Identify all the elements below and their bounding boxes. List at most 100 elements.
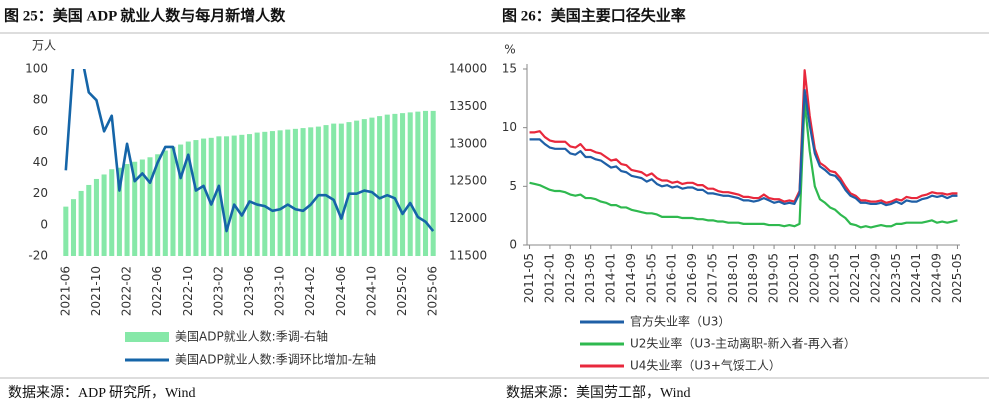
bar	[269, 131, 275, 256]
bar	[132, 161, 138, 256]
line	[529, 69, 958, 204]
bar	[254, 132, 260, 256]
legend-label: 美国ADP就业人数:季调-右轴	[175, 329, 328, 344]
x-tick-label: 2021-05	[828, 253, 842, 303]
x-tick-label: 2011-05	[522, 253, 536, 303]
bar	[277, 130, 283, 256]
x-tick-label: 2025-02	[395, 266, 409, 316]
x-tick-label: 2025-05	[950, 253, 964, 303]
bar	[93, 178, 99, 256]
bar	[377, 116, 383, 256]
x-tick-label: 2019-05	[767, 253, 781, 303]
x-tick-label: 2018-01	[726, 253, 740, 303]
x-tick-label: 2023-05	[889, 253, 903, 303]
bar	[308, 127, 314, 256]
x-tick-label: 2015-05	[644, 253, 658, 303]
bar	[208, 137, 214, 256]
bar	[170, 146, 176, 256]
bar	[323, 125, 329, 256]
x-tick-label: 2021-06	[58, 266, 72, 316]
y-tick-label: 0	[509, 238, 517, 252]
x-tick-label: 2024-02	[303, 266, 317, 316]
y-tick-label: 80	[33, 93, 48, 107]
bar	[193, 140, 199, 256]
line	[529, 99, 958, 229]
x-tick-label: 2020-01	[787, 253, 801, 303]
bar	[407, 112, 413, 256]
x-tick-label: 2023-10	[273, 266, 287, 316]
x-tick-label: 2022-02	[120, 266, 134, 316]
bar	[185, 141, 191, 256]
y-tick-label: 10	[502, 120, 517, 134]
bar	[216, 136, 222, 256]
bar	[292, 128, 298, 256]
bar	[101, 174, 107, 256]
bar	[139, 159, 145, 256]
x-tick-label: 2014-01	[604, 253, 618, 303]
y-tick-label: 5	[509, 179, 517, 193]
x-tick-label: 2023-06	[242, 266, 256, 316]
y-tick-label: 0	[40, 217, 48, 231]
bar	[239, 134, 245, 256]
bar	[78, 190, 84, 256]
x-tick-label: 2012-09	[563, 253, 577, 303]
bar	[63, 206, 69, 256]
source: 数据来源：ADP 研究所，Wind	[8, 385, 196, 401]
bar	[430, 110, 436, 256]
bar	[124, 163, 130, 256]
y-axis-label: 万人	[32, 39, 56, 53]
bar	[201, 138, 207, 256]
source: 数据来源：美国劳工部，Wind	[506, 385, 691, 401]
bar	[315, 126, 321, 256]
x-tick-label: 2023-02	[211, 266, 225, 316]
bar	[400, 113, 406, 256]
x-tick-label: 2024-06	[334, 266, 348, 316]
x-tick-label: 2022-01	[848, 253, 862, 303]
bar	[331, 123, 337, 256]
bar	[300, 128, 306, 256]
bar	[354, 120, 360, 256]
bar	[384, 114, 390, 256]
x-tick-label: 2024-10	[364, 266, 378, 316]
x-tick-label: 2014-09	[624, 253, 638, 303]
y-tick-label: 60	[33, 124, 48, 138]
bar	[262, 131, 268, 256]
chart-title: 图 25：美国 ADP 就业人数与每月新增人数	[4, 6, 286, 24]
x-tick-label: 2016-09	[685, 253, 699, 303]
bar	[338, 123, 344, 256]
x-tick-label: 2024-01	[909, 253, 923, 303]
y2-tick-label: 14000	[449, 62, 487, 76]
x-tick-label: 2020-09	[807, 253, 821, 303]
bar	[155, 154, 161, 256]
bar	[422, 110, 429, 256]
x-tick-label: 2024-09	[930, 253, 944, 303]
x-tick-label: 2013-05	[583, 253, 597, 303]
bar	[346, 122, 352, 256]
y-tick-label: 40	[33, 155, 48, 169]
y2-tick-label: 12000	[449, 211, 487, 225]
y2-tick-label: 11500	[449, 249, 487, 263]
x-tick-label: 2018-09	[746, 253, 760, 303]
bar	[369, 117, 375, 256]
legend-label: U4失业率（U3+气馁工人）	[630, 358, 781, 373]
legend-label: U2失业率（U3-主动离职-新入者-再入者）	[630, 336, 856, 351]
y2-tick-label: 12500	[449, 174, 487, 188]
bar	[178, 144, 184, 256]
x-tick-label: 2022-06	[150, 266, 164, 316]
x-tick-label: 2012-01	[542, 253, 556, 303]
y-tick-label: 15	[502, 62, 517, 76]
x-tick-label: 2016-01	[665, 253, 679, 303]
bar	[361, 119, 367, 256]
legend-swatch	[125, 332, 169, 342]
line	[529, 89, 958, 207]
bar	[246, 134, 253, 256]
x-tick-label: 2022-09	[868, 253, 882, 303]
y2-tick-label: 13500	[449, 99, 487, 113]
x-tick-label: 2025-06	[426, 266, 440, 316]
x-tick-label: 2021-10	[89, 266, 103, 316]
bar	[116, 167, 122, 256]
y-tick-label: 100	[25, 62, 48, 76]
bar	[86, 184, 92, 256]
x-tick-label: 2022-10	[181, 266, 195, 316]
